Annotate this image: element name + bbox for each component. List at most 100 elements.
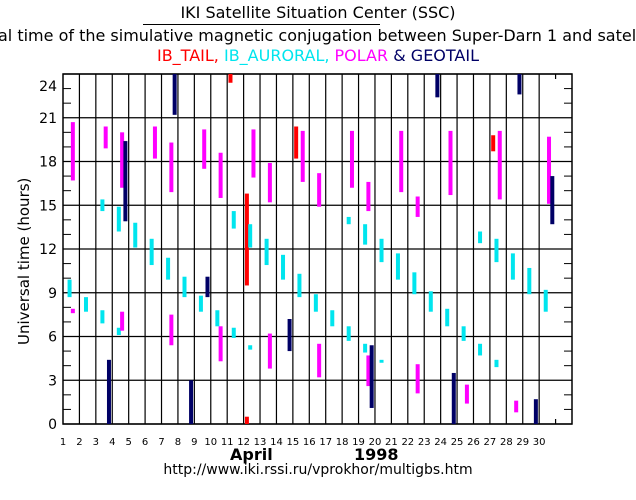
- interval-bar-geotail: [123, 141, 128, 222]
- interval-bar-ib-auroral: [510, 253, 515, 280]
- interval-bar-ib-auroral: [494, 238, 499, 263]
- legend: IB_TAIL, IB_AURORAL, POLAR & GEOTAIL: [0, 46, 636, 65]
- source-url: http://www.iki.rssi.ru/vprokhor/multigbs…: [163, 462, 473, 478]
- interval-bar-geotail: [451, 372, 456, 424]
- interval-bar-polar: [349, 130, 354, 188]
- interval-bar-polar: [152, 126, 157, 159]
- x-tick-label: 25: [451, 437, 464, 448]
- interval-bar-ib-auroral: [330, 310, 335, 327]
- interval-bar-ib-auroral: [231, 327, 236, 338]
- interval-bar-ib-auroral: [412, 272, 417, 295]
- x-tick-label: 5: [125, 437, 131, 448]
- x-tick-label: 9: [191, 437, 197, 448]
- x-tick-label: 26: [467, 437, 480, 448]
- interval-bar-ib-auroral: [478, 343, 483, 356]
- y-tick-label: 15: [39, 198, 57, 214]
- interval-bar-ib-auroral: [100, 199, 105, 212]
- interval-bar-geotail: [517, 74, 522, 95]
- interval-bar-ib-auroral: [494, 359, 499, 368]
- legend-ampersand: &: [393, 46, 406, 65]
- x-axis-month: April: [230, 445, 273, 464]
- interval-bar-polar: [103, 126, 108, 149]
- interval-bar-polar: [120, 132, 125, 188]
- x-tick-label: 15: [287, 437, 300, 448]
- title-underline: [143, 24, 380, 25]
- interval-bar-ib-auroral: [281, 254, 286, 280]
- interval-bar-ib-auroral: [346, 216, 351, 225]
- interval-bar-ib-tail: [491, 135, 496, 152]
- interval-bar-polar: [497, 130, 502, 200]
- interval-bar-ib-auroral: [363, 343, 368, 353]
- interval-bar-polar: [218, 152, 223, 198]
- x-tick-label: 16: [303, 437, 316, 448]
- x-tick-label: 22: [401, 437, 414, 448]
- interval-bar-ib-auroral: [379, 238, 384, 263]
- y-tick-label: 3: [48, 373, 57, 389]
- interval-bar-geotail: [172, 74, 177, 115]
- interval-bar-geotail: [550, 176, 555, 225]
- interval-bar-geotail: [189, 380, 194, 424]
- y-tick-label: 12: [39, 242, 57, 258]
- x-tick-label: 28: [500, 437, 513, 448]
- interval-bar-ib-auroral: [83, 297, 88, 312]
- interval-bar-polar: [415, 364, 420, 394]
- y-tick-label: 6: [48, 330, 57, 346]
- legend-ib-auroral: IB_AURORAL: [223, 46, 325, 65]
- interval-bar-ib-auroral: [116, 206, 121, 232]
- chart-title: IKI Satellite Situation Center (SSC): [180, 3, 456, 22]
- interval-bar-polar: [267, 162, 272, 203]
- chart-subtitle: al time of the simulative magnetic conju…: [0, 26, 636, 45]
- interval-bar-polar: [366, 355, 371, 387]
- interval-bar-ib-auroral: [149, 238, 154, 266]
- x-tick-label: 13: [254, 437, 267, 448]
- interval-bar-ib-auroral: [445, 308, 450, 327]
- interval-bar-ib-auroral: [379, 359, 384, 363]
- x-tick-label: 27: [484, 437, 497, 448]
- x-tick-label: 1: [60, 437, 66, 448]
- interval-bar-polar: [464, 384, 469, 404]
- interval-bar-polar: [415, 196, 420, 217]
- legend-geotail: GEOTAIL: [410, 46, 480, 65]
- legend-comma: ,: [213, 46, 224, 65]
- interval-bar-ib-auroral: [182, 276, 187, 298]
- x-tick-label: 12: [237, 437, 250, 448]
- y-tick-label: 9: [48, 286, 57, 302]
- x-tick-label: 11: [221, 437, 234, 448]
- interval-bar-geotail: [533, 399, 538, 424]
- x-axis-year: 1998: [354, 445, 399, 464]
- x-tick-label: 29: [516, 437, 529, 448]
- x-tick-label: 14: [270, 437, 283, 448]
- x-tick-label: 23: [418, 437, 431, 448]
- interval-bar-ib-auroral: [100, 310, 105, 324]
- interval-bar-polar: [317, 173, 322, 207]
- x-tick-label: 24: [434, 437, 447, 448]
- interval-bar-ib-auroral: [346, 326, 351, 341]
- x-tick-label: 4: [109, 437, 115, 448]
- plot-frame: [62, 73, 573, 425]
- y-tick-label: 21: [39, 111, 57, 127]
- interval-bar-ib-tail: [228, 74, 233, 83]
- interval-bar-polar: [399, 130, 404, 193]
- x-tick-label: 7: [158, 437, 164, 448]
- interval-bar-geotail: [369, 345, 374, 408]
- interval-bar-polar: [300, 130, 305, 182]
- interval-bar-ib-tail: [244, 193, 249, 286]
- interval-bar-polar: [70, 308, 75, 314]
- interval-bar-ib-auroral: [116, 327, 121, 336]
- x-tick-label: 8: [175, 437, 181, 448]
- y-tick-label: 0: [48, 417, 57, 433]
- interval-bar-geotail: [435, 74, 440, 98]
- interval-bar-ib-auroral: [297, 273, 302, 298]
- x-tick-label: 21: [385, 437, 398, 448]
- interval-bar-ib-auroral: [527, 267, 532, 295]
- interval-bar-ib-auroral: [166, 257, 171, 280]
- interval-bar-ib-auroral: [461, 326, 466, 341]
- x-tick-label: 6: [142, 437, 148, 448]
- interval-bar-polar: [267, 333, 272, 369]
- y-tick-label: 18: [39, 155, 57, 171]
- interval-bar-ib-auroral: [248, 345, 253, 350]
- legend-comma: ,: [324, 46, 335, 65]
- y-tick-label: 24: [39, 79, 57, 95]
- interval-bar-polar: [514, 400, 519, 413]
